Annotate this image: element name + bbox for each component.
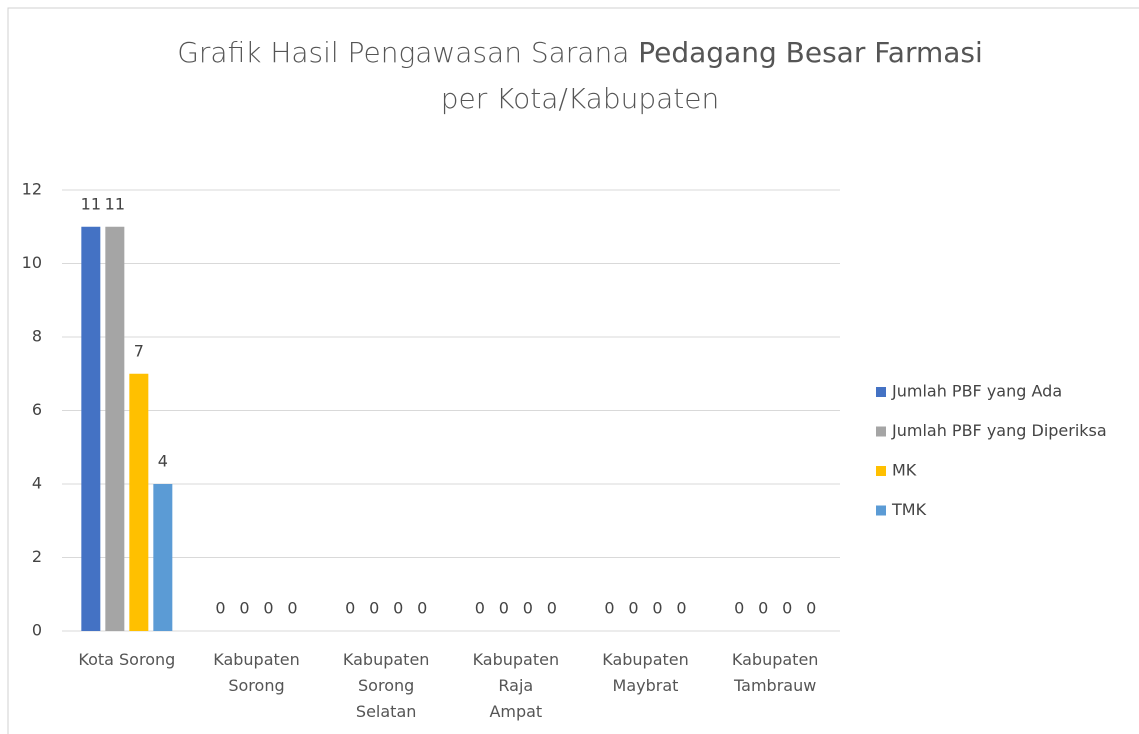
title-prefix: Grafik Hasil Pengawasan Sarana (177, 36, 630, 69)
title-bold: Pedagang Besar Farmasi (638, 36, 983, 69)
x-tick-label: Kabupaten Tambrauw (731, 650, 819, 695)
bar (105, 226, 125, 631)
data-label: 0 (263, 599, 273, 618)
x-tick-label: Kabupaten Sorong Selatan (342, 650, 430, 721)
y-tick-label: 2 (32, 547, 42, 566)
legend-swatch (876, 387, 886, 397)
data-label: 0 (523, 599, 533, 618)
data-label: 0 (652, 599, 662, 618)
data-label: 0 (758, 599, 768, 618)
legend-swatch (876, 466, 886, 476)
bar (129, 373, 149, 631)
x-tick-label: Kabupaten Maybrat (602, 650, 689, 695)
y-tick-label: 6 (32, 400, 42, 419)
data-label: 0 (369, 599, 379, 618)
x-tick-label: Kabupaten Sorong (213, 650, 300, 695)
data-label: 0 (782, 599, 792, 618)
data-label: 11 (81, 194, 101, 213)
data-label: 0 (345, 599, 355, 618)
legend-swatch (876, 505, 886, 516)
legend-label: Jumlah PBF yang Ada (891, 382, 1062, 401)
y-tick-label: 0 (32, 621, 42, 640)
data-label: 0 (287, 599, 297, 618)
legend-label: TMK (891, 500, 927, 519)
y-tick-label: 8 (32, 327, 42, 346)
x-tick-label: Kabupaten Raja Ampat (472, 650, 560, 721)
data-label: 0 (499, 599, 509, 618)
data-label: 0 (806, 599, 816, 618)
data-label: 4 (158, 452, 168, 471)
chart-border (7, 7, 1139, 734)
data-label: 0 (215, 599, 225, 618)
legend-label: MK (892, 461, 917, 480)
legend-swatch (876, 426, 886, 437)
data-label: 0 (475, 599, 485, 618)
x-tick-label: Kota Sorong (78, 650, 176, 669)
data-label: 0 (547, 599, 557, 618)
data-label: 0 (239, 599, 249, 618)
data-label: 11 (105, 194, 125, 213)
legend-label: Jumlah PBF yang Diperiksa (891, 421, 1107, 440)
bar (153, 484, 173, 631)
chart-title: Grafik Hasil Pengawasan Sarana Pedagang … (170, 30, 990, 122)
data-label: 0 (628, 599, 638, 618)
data-label: 0 (393, 599, 403, 618)
data-label: 0 (417, 599, 427, 618)
bar (81, 226, 101, 631)
data-label: 0 (604, 599, 614, 618)
y-tick-label: 4 (32, 474, 42, 493)
y-tick-label: 12 (22, 180, 42, 199)
title-suffix: per Kota/Kabupaten (440, 82, 720, 115)
data-label: 0 (676, 599, 686, 618)
data-label: 7 (134, 341, 144, 360)
data-label: 0 (734, 599, 744, 618)
y-tick-label: 10 (22, 253, 42, 272)
